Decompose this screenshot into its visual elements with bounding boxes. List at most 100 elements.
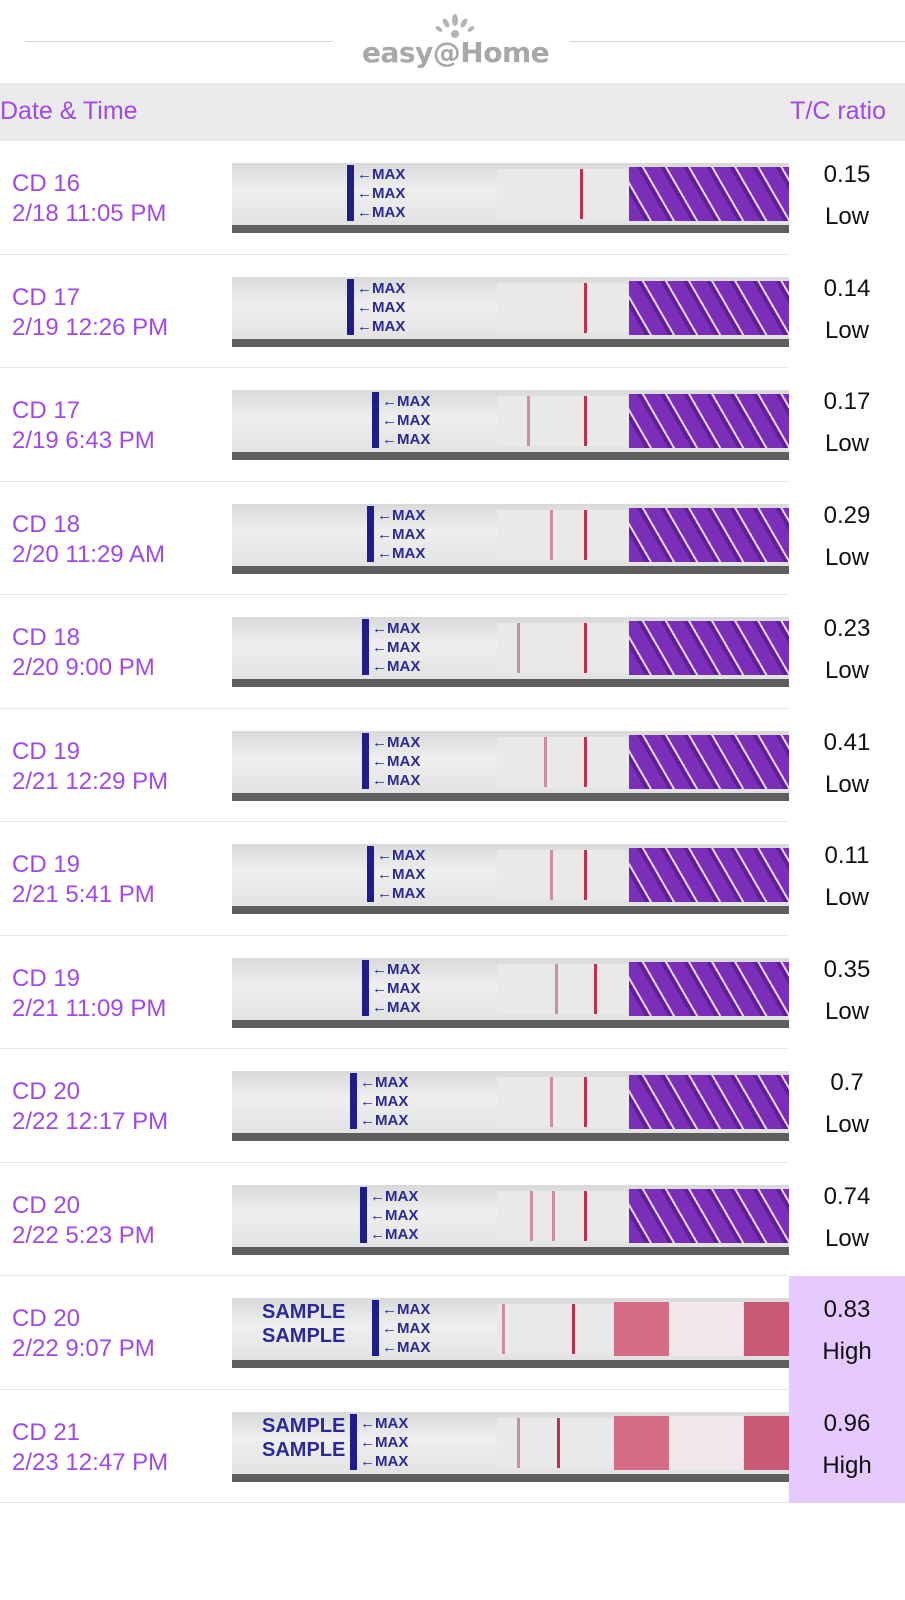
ratio-level: Low bbox=[824, 1224, 870, 1252]
strip-max-label: ←MAX ←MAX ←MAX bbox=[382, 1301, 431, 1356]
cycle-day: CD 20 bbox=[12, 1191, 81, 1219]
test-strip-image[interactable]: ←MAX ←MAX ←MAX bbox=[232, 730, 789, 801]
list-item[interactable]: CD 19 2/21 11:09 PM ←MAX ←MAX ←MAX 0.35 Lo… bbox=[0, 936, 905, 1049]
ratio-value: 0.41 bbox=[823, 728, 871, 756]
list-item[interactable]: CD 16 2/18 11:05 PM ←MAX ←MAX ←MAX 0.15 Lo… bbox=[0, 141, 905, 255]
list-item[interactable]: CD 20 2/22 5:23 PM ←MAX ←MAX ←MAX 0.74 Low bbox=[0, 1163, 905, 1277]
test-strip-image[interactable]: ←MAX ←MAX ←MAX bbox=[232, 1184, 789, 1255]
test-line bbox=[584, 623, 587, 673]
strip-max-bar bbox=[360, 1186, 367, 1243]
ratio-level: High bbox=[822, 1338, 872, 1365]
test-line bbox=[584, 850, 587, 900]
test-datetime: 2/21 5:41 PM bbox=[12, 881, 155, 908]
cycle-day: CD 17 bbox=[12, 283, 81, 311]
ratio-value: 0.11 bbox=[824, 842, 870, 869]
ratio-level: Low bbox=[824, 884, 870, 911]
strip-window bbox=[497, 850, 627, 900]
test-strip-image[interactable]: SAMPLE SAMPLE ←MAX ←MAX ←MAX bbox=[232, 1411, 789, 1482]
test-strip-image[interactable]: ←MAX ←MAX ←MAX bbox=[232, 617, 789, 687]
row-divider bbox=[0, 1502, 789, 1503]
test-line bbox=[584, 282, 587, 333]
test-strip-image[interactable]: ←MAX ←MAX ←MAX bbox=[232, 276, 789, 347]
list-item[interactable]: CD 19 2/21 5:41 PM ←MAX ←MAX ←MAX 0.11 Low bbox=[0, 822, 905, 936]
ratio-level: Low bbox=[824, 316, 870, 344]
ratio-cell: 0.41 Low bbox=[789, 709, 905, 823]
list-item[interactable]: CD 18 2/20 11:29 AM ←MAX ←MAX ←MAX 0.29 Lo… bbox=[0, 482, 905, 596]
list-item[interactable]: CD 20 2/22 9:07 PM SAMPLE SAMPLE ←MAX ←MAX… bbox=[0, 1276, 905, 1390]
test-strip-image[interactable]: ←MAX ←MAX ←MAX bbox=[232, 390, 789, 460]
list-item[interactable]: CD 20 2/22 12:17 PM ←MAX ←MAX ←MAX 0.7 Low bbox=[0, 1049, 905, 1163]
test-line bbox=[584, 736, 587, 787]
ratio-value: 0.15 bbox=[823, 161, 871, 188]
strip-max-label: ←MAX ←MAX ←MAX bbox=[357, 279, 406, 335]
strip-max-bar bbox=[362, 732, 369, 789]
test-line bbox=[517, 1417, 520, 1468]
strip-max-label: ←MAX ←MAX ←MAX bbox=[377, 847, 426, 902]
ratio-cell: 0.14 Low bbox=[789, 255, 905, 369]
cycle-day: CD 19 bbox=[12, 964, 81, 992]
cycle-day: CD 19 bbox=[12, 851, 81, 878]
list-item[interactable]: CD 17 2/19 12:26 PM ←MAX ←MAX ←MAX 0.14 Lo… bbox=[0, 255, 905, 369]
strip-sample-label: SAMPLE SAMPLE bbox=[262, 1301, 346, 1347]
row-divider bbox=[0, 367, 789, 368]
row-divider bbox=[0, 707, 789, 709]
ratio-level: Low bbox=[824, 1111, 870, 1138]
cycle-day: CD 18 bbox=[12, 624, 81, 651]
strip-max-label: ←MAX ←MAX ←MAX bbox=[360, 1074, 409, 1129]
test-datetime: 2/22 9:07 PM bbox=[12, 1335, 155, 1362]
ratio-value: 0.14 bbox=[823, 274, 871, 302]
list-item[interactable]: CD 18 2/20 9:00 PM ←MAX ←MAX ←MAX 0.23 Low bbox=[0, 595, 905, 709]
strip-handle bbox=[629, 1075, 789, 1129]
list-item[interactable]: CD 19 2/21 12:29 PM ←MAX ←MAX ←MAX 0.41 Lo… bbox=[0, 709, 905, 823]
ratio-value: 0.74 bbox=[823, 1182, 871, 1210]
strip-window bbox=[497, 963, 627, 1014]
logo-text: easy@Home bbox=[362, 36, 550, 69]
ratio-cell: 0.23 Low bbox=[789, 595, 905, 709]
strip-max-label: ←MAX ←MAX ←MAX bbox=[377, 506, 426, 562]
strip-max-bar bbox=[347, 165, 354, 221]
strip-handle bbox=[629, 734, 789, 789]
strip-handle bbox=[614, 1415, 789, 1470]
row-divider bbox=[0, 934, 789, 936]
test-strip-image[interactable]: ←MAX ←MAX ←MAX bbox=[232, 503, 789, 574]
strip-handle bbox=[629, 280, 789, 335]
ratio-level: Low bbox=[824, 203, 870, 230]
test-datetime: 2/19 12:26 PM bbox=[12, 313, 169, 341]
list-item[interactable]: CD 17 2/19 6:43 PM ←MAX ←MAX ←MAX 0.17 Low bbox=[0, 368, 905, 482]
test-strip-image[interactable]: SAMPLE SAMPLE ←MAX ←MAX ←MAX bbox=[232, 1298, 789, 1368]
strip-window bbox=[497, 1304, 627, 1354]
ratio-level: Low bbox=[824, 543, 870, 571]
test-strip-image[interactable]: ←MAX ←MAX ←MAX bbox=[232, 1071, 789, 1141]
test-datetime: 2/19 6:43 PM bbox=[12, 427, 155, 454]
test-strip-image[interactable]: ←MAX ←MAX ←MAX bbox=[232, 844, 789, 914]
cycle-day: CD 21 bbox=[12, 1418, 81, 1446]
ratio-cell: 0.15 Low bbox=[789, 141, 905, 255]
test-line bbox=[594, 963, 597, 1014]
strip-max-bar bbox=[362, 959, 369, 1016]
strip-max-bar bbox=[372, 392, 379, 448]
strip-handle bbox=[629, 621, 789, 675]
test-strip-image[interactable]: ←MAX ←MAX ←MAX bbox=[232, 163, 789, 233]
ratio-cell: 0.17 Low bbox=[789, 368, 905, 482]
test-datetime: 2/21 12:29 PM bbox=[12, 767, 169, 795]
ratio-cell: 0.74 Low bbox=[789, 1163, 905, 1277]
column-header-ratio: T/C ratio bbox=[790, 97, 886, 125]
row-divider bbox=[0, 821, 789, 822]
brand-logo: easy@Home bbox=[362, 14, 550, 74]
strip-max-label: ←MAX ←MAX ←MAX bbox=[382, 393, 431, 448]
ratio-cell: 0.29 Low bbox=[789, 482, 905, 596]
test-strip-image[interactable]: ←MAX ←MAX ←MAX bbox=[232, 957, 789, 1028]
test-line bbox=[584, 1190, 587, 1241]
ratio-level: Low bbox=[824, 657, 870, 684]
strip-handle bbox=[614, 1302, 789, 1356]
row-divider bbox=[0, 1161, 789, 1163]
strip-max-label: ←MAX ←MAX ←MAX bbox=[372, 733, 421, 789]
ratio-value: 0.83 bbox=[823, 1296, 871, 1323]
test-list: CD 16 2/18 11:05 PM ←MAX ←MAX ←MAX 0.15 Lo… bbox=[0, 141, 905, 1503]
row-divider bbox=[0, 1048, 789, 1049]
strip-window bbox=[497, 282, 627, 333]
strip-window bbox=[497, 1190, 627, 1241]
strip-max-bar bbox=[347, 278, 354, 335]
list-item[interactable]: CD 21 2/23 12:47 PM SAMPLE SAMPLE ←MAX ←MA… bbox=[0, 1389, 905, 1503]
strip-max-bar bbox=[362, 619, 369, 675]
